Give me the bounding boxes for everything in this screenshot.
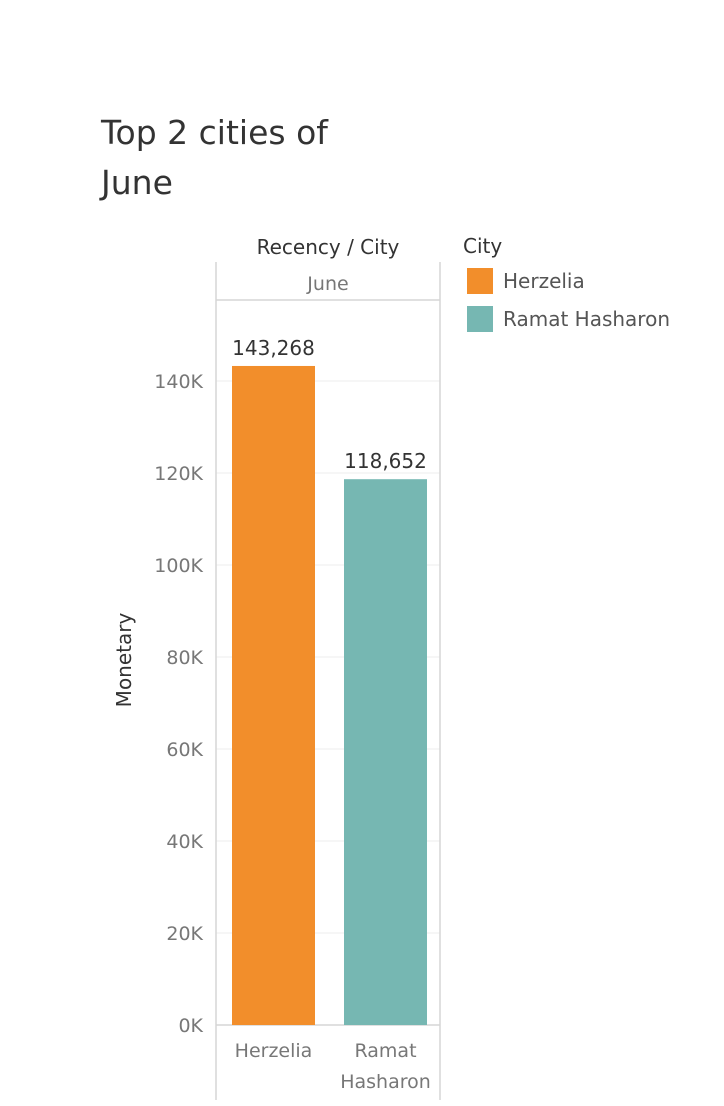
bar-value-label: 118,652 [344,449,427,473]
legend-label: Herzelia [503,269,585,293]
y-axis-label: Monetary [112,613,136,708]
y-tick-label: 20K [166,923,203,945]
x-tick-label: Herzelia [235,1040,313,1062]
legend: City Herzelia Ramat Hasharon [463,230,670,338]
header-title: Recency / City [257,235,400,259]
column-header: June [306,273,348,295]
bar [232,365,315,1026]
x-tick-label: Hasharon [340,1071,431,1093]
bar [344,479,427,1025]
legend-swatch [467,268,493,294]
y-tick-label: 120K [154,463,203,485]
y-tick-label: 60K [166,739,203,761]
x-tick-label: Ramat [354,1040,416,1062]
y-tick-label: 40K [166,831,203,853]
y-tick-label: 100K [154,555,203,577]
chart-title: Top 2 cities of June [101,113,328,202]
legend-item-herzelia[interactable]: Herzelia [463,262,670,300]
legend-item-ramat-hasharon[interactable]: Ramat Hasharon [463,300,670,338]
bar-value-label: 143,268 [232,336,315,360]
y-tick-label: 140K [154,371,203,393]
legend-label: Ramat Hasharon [503,307,670,331]
y-tick-label: 0K [178,1015,203,1037]
legend-swatch [467,306,493,332]
legend-title: City [463,234,503,258]
y-tick-label: 80K [166,647,203,669]
